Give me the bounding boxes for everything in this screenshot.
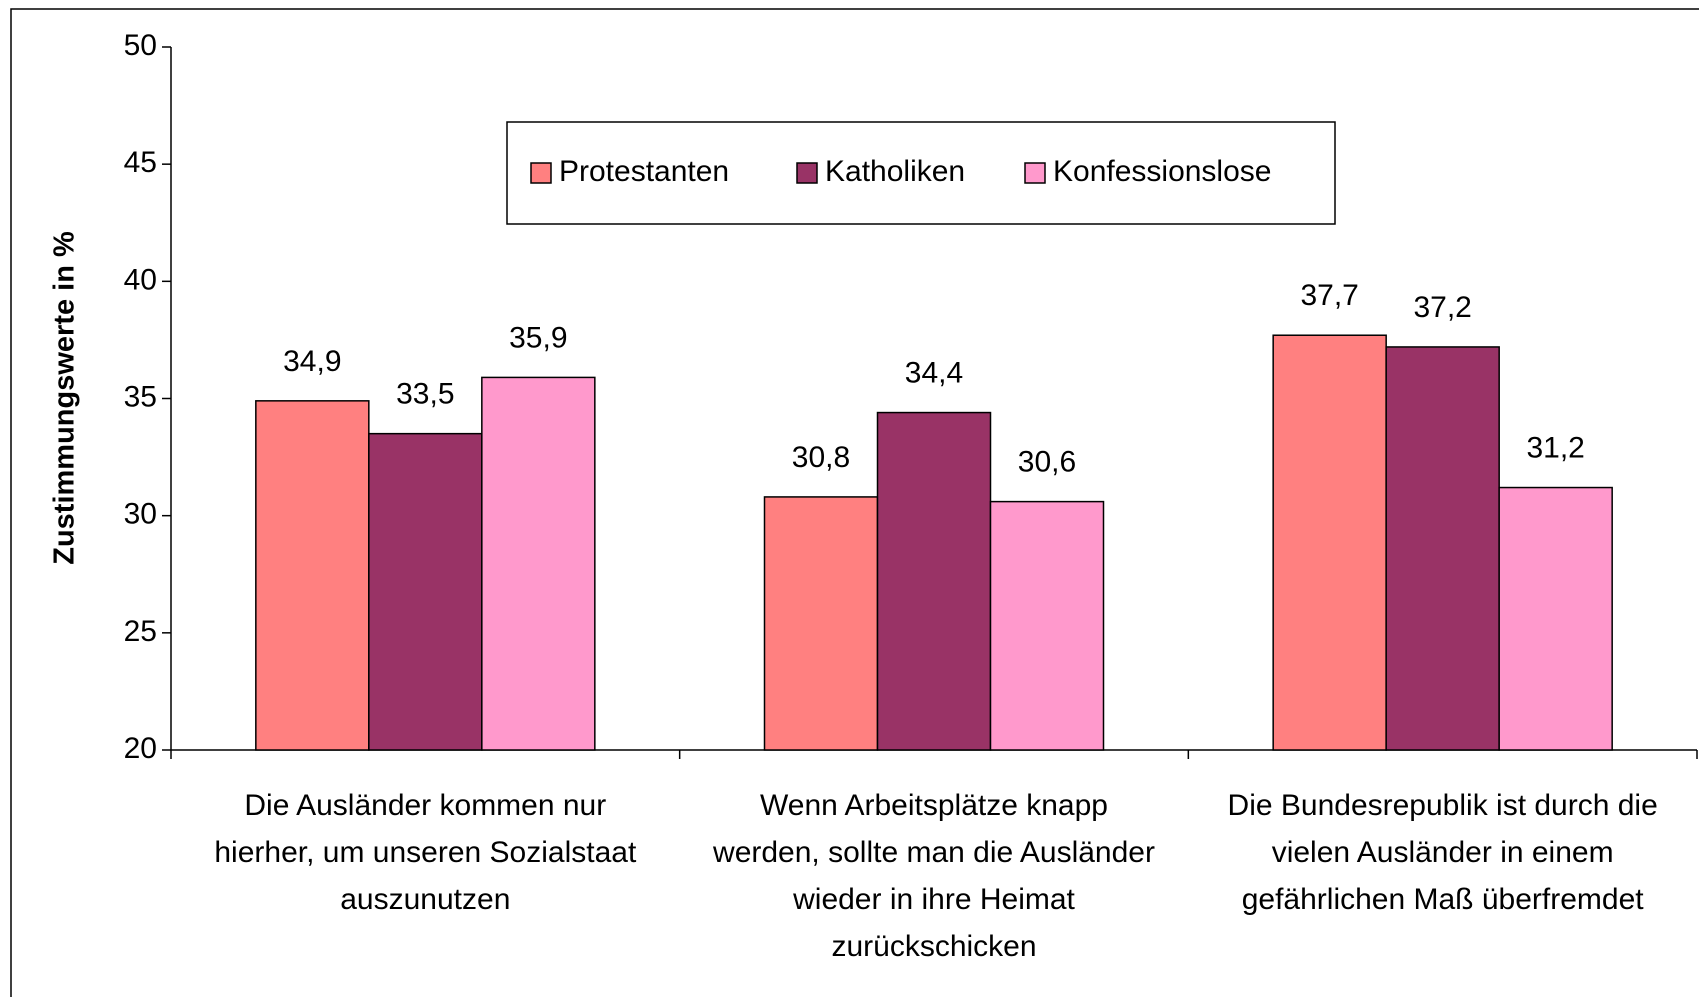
x-tick-label: Die Bundesrepublik ist durch die vielen … <box>1227 789 1658 916</box>
y-tick-label: 25 <box>124 615 157 648</box>
data-label: 37,2 <box>1413 291 1471 324</box>
data-label: 30,8 <box>792 441 850 474</box>
y-tick-label: 40 <box>124 263 157 296</box>
legend-label: Protestanten <box>559 155 729 188</box>
y-tick-label: 35 <box>124 380 157 413</box>
data-label: 37,7 <box>1300 279 1358 312</box>
bar <box>481 376 596 751</box>
bar <box>368 432 483 751</box>
bar <box>1498 486 1613 751</box>
data-label: 34,9 <box>283 345 341 378</box>
data-label: 31,2 <box>1526 431 1584 464</box>
legend-label: Katholiken <box>825 155 965 188</box>
y-tick-label: 45 <box>124 146 157 179</box>
x-tick-label: Wenn Arbeitsplätze knapp werden, sollte … <box>713 789 1155 963</box>
legend-swatch <box>530 162 552 184</box>
y-tick-label: 50 <box>124 29 157 62</box>
bar <box>763 496 879 751</box>
data-label: 35,9 <box>509 321 567 354</box>
chart-frame <box>10 8 1699 997</box>
x-tick-label: Die Ausländer kommen nur hierher, um uns… <box>214 789 637 916</box>
bar <box>1272 334 1387 751</box>
y-tick-label: 20 <box>124 732 157 765</box>
bar <box>876 411 992 751</box>
legend-swatch <box>796 162 818 184</box>
y-tick-label: 30 <box>124 498 157 531</box>
bar <box>989 500 1105 751</box>
data-label: 33,5 <box>396 378 454 411</box>
legend-box <box>506 121 1336 225</box>
bar <box>1385 346 1500 751</box>
legend-swatch <box>1024 162 1046 184</box>
legend-label: Konfessionslose <box>1053 155 1271 188</box>
bar <box>255 400 370 751</box>
y-axis-title: Zustimmungswerte in % <box>49 231 81 565</box>
data-label: 30,6 <box>1018 446 1076 479</box>
data-label: 34,4 <box>905 356 963 389</box>
